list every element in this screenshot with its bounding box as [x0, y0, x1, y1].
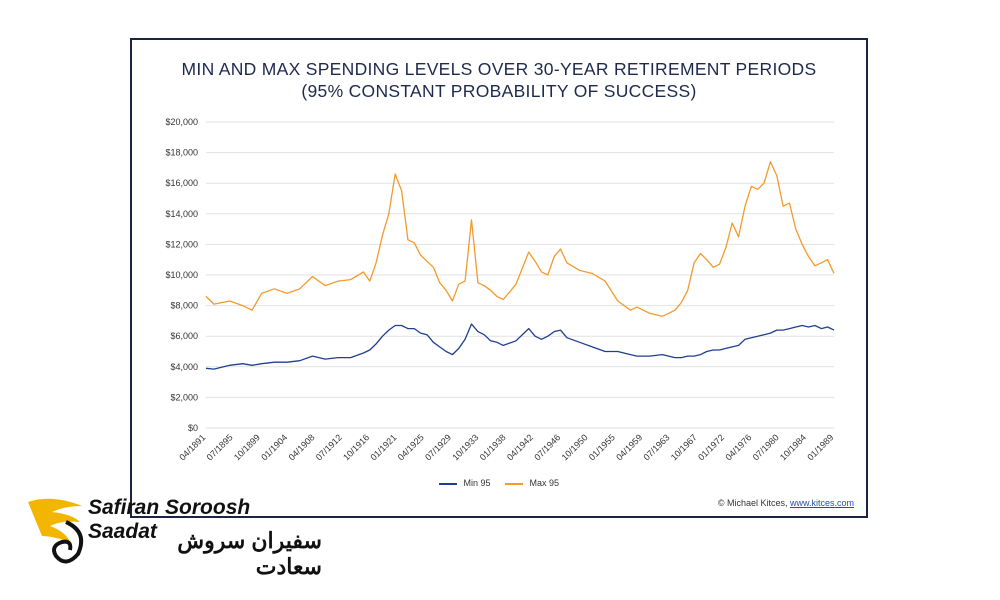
x-tick-label: 04/1908 [287, 432, 317, 462]
x-tick-label: 07/1963 [642, 432, 672, 462]
chart-title: MIN AND MAX SPENDING LEVELS OVER 30-YEAR… [132, 58, 866, 102]
x-tick-label: 07/1895 [205, 432, 235, 462]
y-tick-label: $10,000 [165, 270, 198, 280]
legend-swatch-min [438, 482, 457, 485]
x-tick-label: 07/1912 [314, 432, 344, 462]
x-tick-label: 01/1989 [805, 432, 835, 462]
legend-item-min: Min 95 [438, 478, 491, 488]
y-tick-label: $2,000 [170, 392, 198, 402]
x-tick-label: 01/1921 [368, 432, 398, 462]
x-tick-label: 01/1955 [587, 432, 617, 462]
x-tick-label: 04/1942 [505, 432, 535, 462]
legend: Min 95 Max 95 [132, 478, 866, 488]
wing-logo-icon [28, 498, 83, 564]
x-tick-label: 10/1950 [560, 432, 590, 462]
line-chart: $0 $2,000 $4,000 $6,000 $8,000 $10,000 $12,000… [165, 117, 835, 462]
x-tick-label: 04/1925 [396, 432, 426, 462]
credit-link[interactable]: www.kitces.com [789, 498, 854, 508]
x-tick-label: 07/1980 [751, 432, 781, 462]
brand-name: Safiran Soroosh Saadat [88, 496, 251, 543]
x-tick-label: 10/1933 [450, 432, 480, 462]
x-tick-label: 01/1938 [478, 432, 508, 462]
y-tick-label: $14,000 [165, 209, 198, 219]
legend-label-min: Min 95 [463, 478, 491, 488]
y-tick-label: $0 [188, 423, 198, 433]
x-tick-label: 07/1946 [532, 432, 562, 462]
brand-name-fa: سفیران سروش سعادت [177, 528, 322, 579]
chart-title-line1: MIN AND MAX SPENDING LEVELS OVER 30-YEAR… [181, 59, 817, 79]
x-tick-label: 10/1916 [341, 432, 371, 462]
series-line-max-95 [205, 161, 835, 317]
legend-item-max: Max 95 [505, 478, 559, 488]
chart-credit: © Michael Kitces, www.kitces.com [718, 498, 854, 508]
legend-label-max: Max 95 [529, 478, 560, 488]
y-tick-label: $8,000 [170, 301, 198, 311]
chart-title-line2: (95% CONSTANT PROBABILITY OF SUCCESS) [301, 81, 697, 101]
series-line-min-95 [205, 323, 835, 370]
y-tick-label: $6,000 [170, 331, 198, 341]
chart-frame: MIN AND MAX SPENDING LEVELS OVER 30-YEAR… [130, 38, 868, 518]
y-tick-label: $20,000 [165, 117, 198, 127]
x-tick-label: 10/1967 [669, 432, 699, 462]
x-tick-label: 04/1976 [723, 432, 753, 462]
brand-logo: Safiran Soroosh Saadat سفیران سروش سعادت [22, 492, 322, 582]
credit-text: © Michael Kitces, [717, 498, 790, 508]
y-tick-label: $16,000 [165, 178, 198, 188]
y-tick-label: $4,000 [170, 362, 198, 372]
x-tick-label: 04/1891 [177, 432, 207, 462]
y-tick-label: $18,000 [165, 148, 198, 158]
legend-swatch-max [505, 482, 523, 485]
x-tick-label: 10/1984 [778, 432, 808, 462]
x-tick-label: 01/1904 [259, 432, 289, 462]
y-tick-label: $12,000 [165, 239, 198, 249]
x-tick-label: 10/1899 [232, 432, 262, 462]
x-tick-label: 04/1959 [614, 432, 644, 462]
x-tick-label: 01/1972 [696, 432, 726, 462]
x-tick-label: 07/1929 [423, 432, 453, 462]
